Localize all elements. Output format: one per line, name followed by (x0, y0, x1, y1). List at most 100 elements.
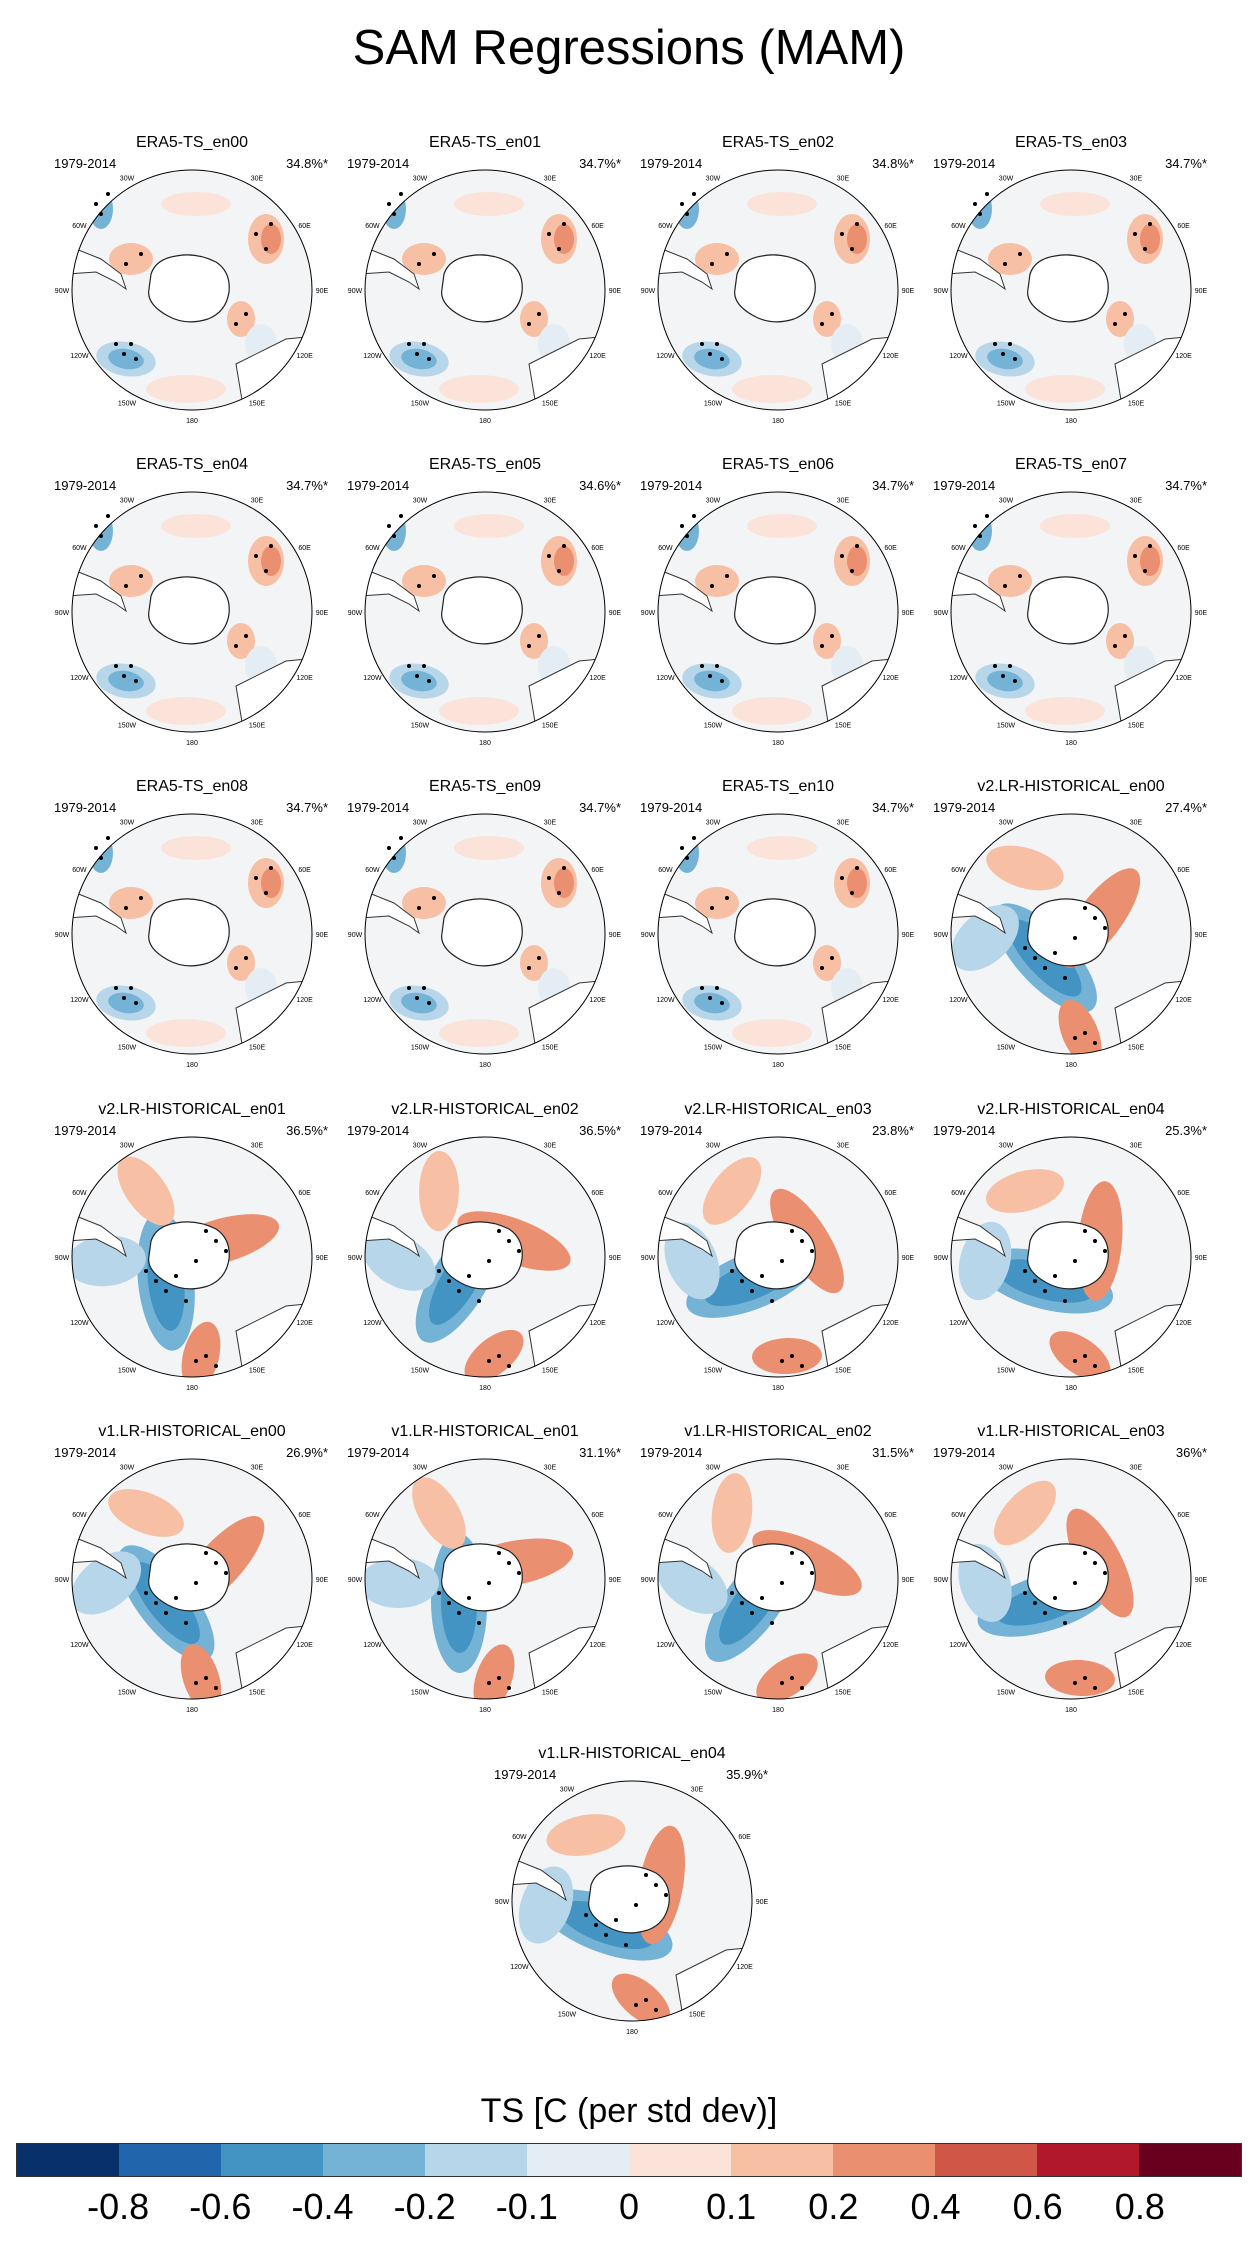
panel-variance-percent: 36.5%* (286, 1123, 328, 1138)
panel-title: ERA5-TS_en01 (428, 134, 542, 151)
longitude-label: 30W (413, 1142, 428, 1149)
panel-variance-percent: 27.4%* (1165, 800, 1207, 815)
map-boundary (364, 1136, 606, 1378)
significance-dot (527, 322, 531, 326)
significance-dot (715, 664, 719, 668)
longitude-label: 120W (949, 1320, 968, 1327)
significance-dot (244, 956, 248, 960)
panel-title: ERA5-TS_en03 (1014, 134, 1128, 151)
longitude-label: 30E (1130, 819, 1143, 826)
anomaly-patch (520, 301, 548, 337)
longitude-label: 60W (658, 1512, 673, 1519)
significance-dot (1053, 951, 1057, 955)
longitude-label: 150E (835, 1368, 852, 1375)
anomaly-patch (732, 1019, 812, 1047)
panel-title: v1.LR-HISTORICAL_en00 (98, 1423, 286, 1440)
longitude-label: 180 (479, 1062, 491, 1069)
colorbar (16, 2143, 1242, 2177)
map-panel: v1.LR-HISTORICAL_en00 1979-2014 26.9%* 0 30E… (46, 1423, 338, 1723)
longitude-label: 90E (1195, 610, 1208, 617)
longitude-label: 150W (411, 1045, 430, 1052)
anomaly-patch (951, 905, 1019, 971)
longitude-label: 30W (706, 1142, 721, 1149)
anomaly-patch (108, 348, 144, 370)
longitude-label: 180 (186, 418, 198, 425)
longitude-label: 60E (591, 223, 604, 230)
polar-map: 0 30E 60E 90E 120E 150E 180 150W 120W 90W 60W 30W (55, 808, 329, 1069)
panel-variance-percent: 31.1%* (579, 1445, 621, 1460)
longitude-label: 60E (1177, 1512, 1190, 1519)
longitude-label: 120W (363, 353, 382, 360)
significance-dot (1063, 976, 1067, 980)
longitude-label: 60W (72, 867, 87, 874)
significance-dot (194, 1581, 198, 1585)
significance-dot (1023, 946, 1027, 950)
significance-dot (850, 891, 854, 895)
south-america (658, 565, 713, 613)
significance-dot (557, 569, 561, 573)
significance-dot (264, 569, 268, 573)
longitude-label: 30E (251, 497, 264, 504)
longitude-label: 150W (704, 1368, 723, 1375)
significance-dot (700, 986, 704, 990)
significance-dot (174, 1274, 178, 1278)
significance-dot (1093, 1686, 1097, 1690)
longitude-label: 60E (298, 545, 311, 552)
significance-dot (634, 1903, 638, 1907)
longitude-label: 150W (118, 1045, 137, 1052)
map-boundary (657, 169, 899, 411)
polar-map: 0 30E 60E 90E 120E 150E 180 150W 120W 90W 60W 30W (641, 1453, 915, 1714)
longitude-label: 120E (296, 1320, 313, 1327)
longitude-label: 150W (704, 1045, 723, 1052)
south-america (658, 1532, 713, 1580)
significance-dot (457, 1289, 461, 1293)
significance-dot (407, 986, 411, 990)
significance-dot (1093, 1561, 1097, 1565)
south-america (951, 243, 1006, 291)
longitude-label: 0 (483, 164, 487, 165)
longitude-label: 180 (186, 1707, 198, 1714)
longitude-label: 150W (997, 1690, 1016, 1697)
longitude-label: 90W (934, 1577, 949, 1584)
anomaly-patch (454, 836, 524, 860)
anomaly-patch (180, 1644, 222, 1699)
antarctica (734, 1221, 816, 1290)
significance-dot (692, 192, 696, 196)
longitude-label: 90W (641, 288, 656, 295)
significance-dot (129, 986, 133, 990)
longitude-label: 90E (316, 1577, 329, 1584)
longitude-label: 30W (706, 1464, 721, 1471)
longitude-label: 150E (835, 401, 852, 408)
significance-dot (134, 679, 138, 683)
anomaly-patch (1025, 375, 1105, 403)
significance-dot (780, 1259, 784, 1263)
significance-dot (417, 906, 421, 910)
significance-dot (715, 986, 719, 990)
longitude-label: 120W (70, 1642, 89, 1649)
south-america (951, 1210, 1006, 1258)
anomaly-patch (439, 375, 519, 403)
longitude-label: 120E (736, 1964, 753, 1971)
longitude-label: 150W (704, 401, 723, 408)
significance-dot (254, 554, 258, 558)
significance-dot (562, 866, 566, 870)
significance-dot (244, 634, 248, 638)
anomaly-patch (994, 1480, 1056, 1546)
significance-dot (497, 1354, 501, 1358)
significance-dot (1073, 936, 1077, 940)
polar-map: 0 30E 60E 90E 120E 150E 180 150W 120W 90W 60W 30W (641, 1131, 915, 1392)
significance-dot (557, 247, 561, 251)
longitude-label: 120E (1175, 353, 1192, 360)
longitude-label: 30E (544, 175, 557, 182)
longitude-label: 30W (120, 1464, 135, 1471)
longitude-label: 180 (186, 1385, 198, 1392)
significance-dot (557, 891, 561, 895)
significance-dot (457, 1611, 461, 1615)
longitude-label: 120E (882, 1642, 899, 1649)
longitude-label: 90E (902, 1577, 915, 1584)
panel-period: 1979-2014 (54, 800, 117, 815)
longitude-label: 30E (251, 175, 264, 182)
south-america (658, 243, 713, 291)
significance-dot (427, 357, 431, 361)
anomaly-patch (146, 375, 226, 403)
